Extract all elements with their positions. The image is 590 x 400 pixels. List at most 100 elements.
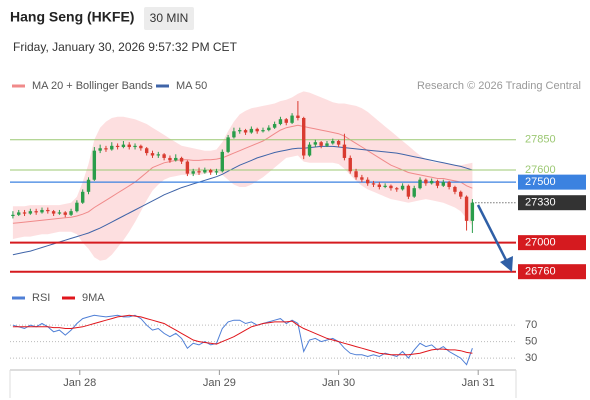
candle-body (11, 214, 15, 217)
candle-body (272, 124, 277, 128)
candle-body (226, 137, 230, 152)
candle-body (313, 142, 318, 145)
candle-body (278, 119, 283, 125)
candle-body (336, 140, 341, 145)
candle-body (470, 202, 475, 221)
candle-body (34, 211, 38, 213)
level-label: 27850 (525, 134, 556, 146)
candle-body (162, 154, 166, 158)
candle-body (220, 151, 224, 172)
candle-body (92, 150, 97, 180)
candle-body (46, 209, 50, 212)
candle-body (267, 127, 271, 131)
candle-body (284, 119, 288, 123)
candle-body (319, 142, 323, 146)
series-line (12, 314, 473, 356)
candle-body (400, 185, 405, 190)
candle-body (63, 212, 67, 215)
candle-body (418, 179, 422, 189)
candle-body (325, 143, 329, 146)
y-tick-label: 30 (525, 352, 537, 364)
candle-body (377, 184, 382, 187)
candle-body (354, 171, 358, 178)
candle-body (435, 180, 440, 186)
arrow-shaft (476, 204, 509, 263)
level-box (518, 174, 586, 190)
candle-body (389, 185, 393, 189)
credit: Research © 2026 Trading Central (417, 80, 581, 92)
candle-body (360, 177, 364, 180)
candle-body (255, 128, 259, 132)
candle-body (75, 202, 79, 212)
candle-body (51, 211, 56, 214)
candle-body (383, 185, 387, 187)
candle-body (243, 130, 248, 133)
candle-body (98, 148, 102, 151)
candle-body (342, 144, 347, 158)
arrow-head (500, 256, 513, 272)
level-box (518, 264, 586, 280)
level-label: 27000 (525, 237, 556, 249)
series-line (12, 124, 473, 224)
level-label: 27600 (525, 164, 556, 176)
candle-body (104, 148, 108, 150)
candle-body (17, 212, 21, 215)
interval-button[interactable] (144, 7, 194, 30)
legend-label: RSI (32, 292, 50, 304)
timestamp: Friday, January 30, 2026 9:57:32 PM CET (13, 40, 238, 54)
candle-body (127, 144, 131, 148)
candle-body (214, 171, 219, 173)
x-tick-label: Jan 31 (462, 377, 495, 389)
candle-body (261, 130, 265, 132)
candle-body (197, 171, 201, 173)
candle-body (185, 161, 190, 174)
candle-body (156, 154, 161, 156)
legend-label: MA 20 + Bollinger Bands (32, 80, 153, 92)
x-tick-label: Jan 30 (322, 377, 355, 389)
bollinger-band (12, 91, 473, 261)
candle-body (412, 188, 416, 197)
y-tick-label: 70 (525, 319, 537, 331)
candle-body (133, 145, 137, 148)
forecast-arrow (476, 204, 513, 272)
candle-body (40, 209, 44, 213)
candle-body (249, 128, 254, 133)
candle-body (238, 130, 242, 132)
candle-body (86, 179, 91, 192)
candle-body (441, 182, 445, 186)
candle-body (28, 211, 33, 214)
candle-body (121, 144, 126, 148)
candle-body (22, 212, 27, 214)
candle-body (302, 117, 306, 156)
candle-body (464, 196, 469, 221)
y-tick-label: 50 (525, 336, 537, 348)
legend-label: 9MA (82, 292, 105, 304)
candle-body (296, 115, 300, 118)
candle-body (191, 171, 195, 174)
series-line (12, 145, 473, 256)
candle-body (290, 115, 294, 123)
candle-body (203, 170, 207, 173)
candle-body (150, 153, 155, 156)
candle-body (459, 191, 463, 197)
series-line (12, 314, 473, 366)
x-tick-label: Jan 28 (63, 377, 96, 389)
candle-body (447, 182, 451, 187)
legend-label: MA 50 (176, 80, 207, 92)
candle-body (453, 186, 457, 192)
candle-body (139, 145, 143, 149)
candle-body (81, 191, 85, 203)
candle-body (406, 185, 411, 197)
candle-body (69, 211, 73, 215)
candle-body (424, 179, 428, 184)
candle-body (110, 145, 114, 150)
candle-body (429, 180, 434, 184)
x-tick-label: Jan 29 (203, 377, 236, 389)
candle-body (57, 212, 62, 214)
level-box (518, 235, 586, 251)
interval-label[interactable]: 30 MIN (150, 11, 189, 25)
candle-body (331, 140, 335, 144)
candle-body (174, 157, 178, 161)
level-box (518, 195, 586, 211)
